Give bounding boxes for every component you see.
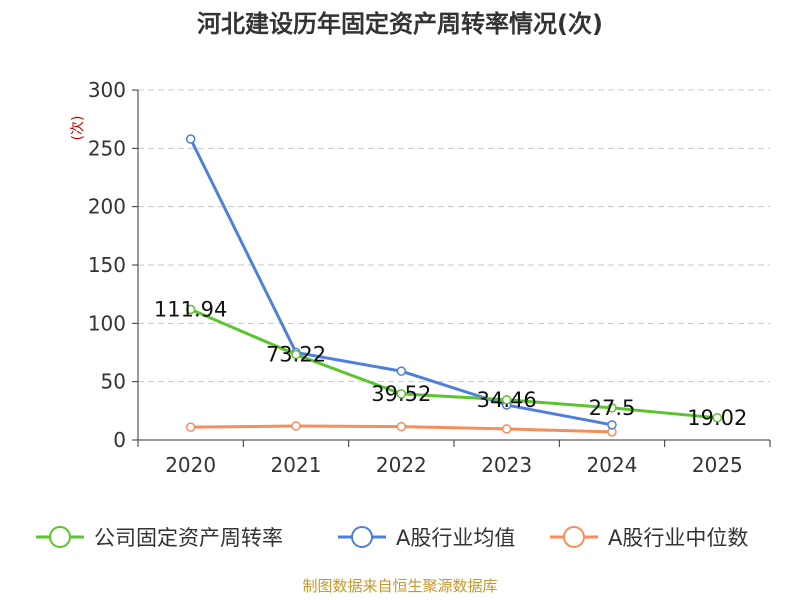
data-labels: 111.94 73.22 39.52 34.46 27.5 19.02 [154,297,747,429]
legend-marker [563,526,585,548]
data-point [291,421,301,431]
source-note: 制图数据来自恒生聚源数据库 [302,577,497,595]
y-tick-label: 200 [88,195,126,219]
y-tick-label: 150 [88,253,126,277]
data-point [501,395,512,405]
legend: 公司固定资产周转率 A股行业均值 A股行业中位数 [36,526,748,550]
data-label: 19.02 [687,406,747,430]
legend-item: 公司固定资产周转率 [36,526,283,550]
data-point [396,389,407,399]
x-tick-label: 2024 [587,453,638,477]
data-point [291,349,301,360]
x-tick-label: 2021 [271,453,322,477]
data-label: 39.52 [371,382,431,406]
data-point [712,413,723,423]
data-point [396,421,407,432]
x-tick-label: 2025 [692,453,743,477]
y-tick-label: 50 [101,370,126,394]
data-label: 27.5 [589,396,636,420]
data-label: 34.46 [477,388,537,412]
series-line [190,308,718,420]
legend-item: A股行业中位数 [550,526,748,550]
data-point [185,422,196,432]
data-point [185,304,196,315]
y-axis-label: (次) [70,116,86,141]
legend-marker [49,526,71,548]
axes: 0 50 100 150 200 250 300 2020 2021 2022 2023 2024 20… [88,78,771,477]
y-tick-label: 0 [113,428,126,452]
legend-label: A股行业均值 [396,526,515,550]
data-label: 111.94 [154,297,227,321]
data-point [607,420,617,430]
y-tick-label: 300 [88,78,126,102]
legend-item: A股行业均值 [338,526,515,550]
data-point [396,366,407,376]
x-tick-label: 2022 [376,453,427,477]
series-layer [185,134,723,437]
legend-marker [351,526,373,548]
grid-lines [138,89,770,383]
data-point [501,424,512,434]
data-label: 73.22 [266,343,326,367]
y-tick-label: 100 [88,311,126,335]
legend-label: 公司固定资产周转率 [94,526,283,550]
data-point [185,134,196,144]
data-point [607,403,617,413]
x-tick-label: 2023 [481,453,532,477]
chart-title: 河北建设历年固定资产周转率情况(次) [197,10,603,38]
legend-label: A股行业中位数 [608,526,748,550]
y-tick-label: 250 [88,136,126,160]
x-tick-label: 2020 [165,453,216,477]
